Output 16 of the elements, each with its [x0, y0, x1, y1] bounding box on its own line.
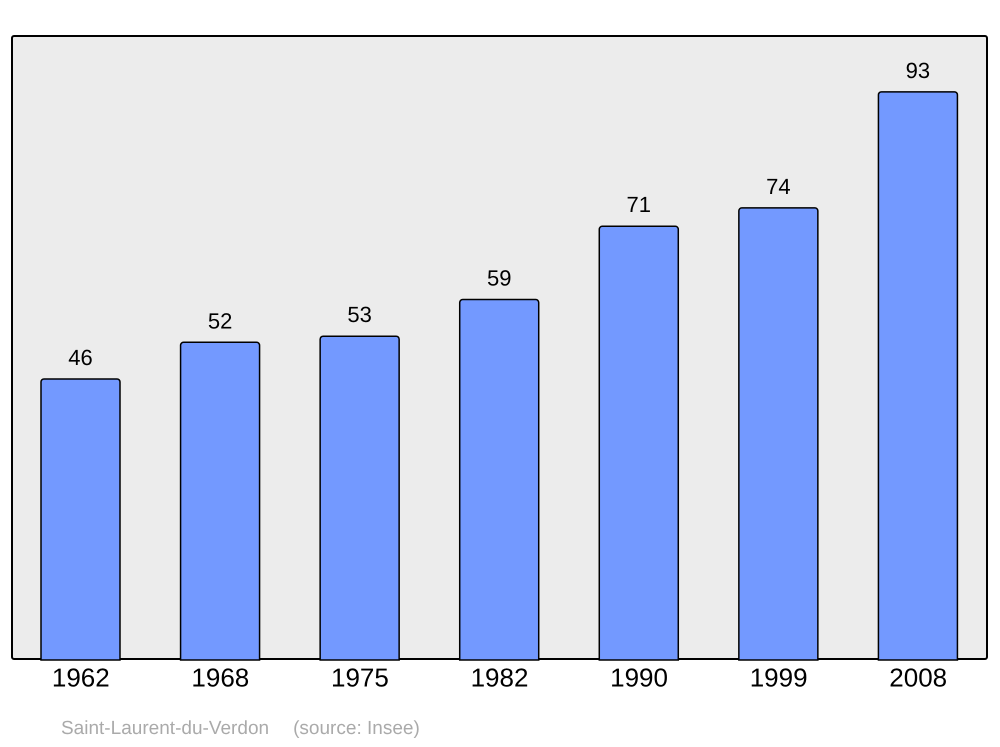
text: Saint-Laurent-du-Verdon [61, 718, 270, 740]
data-label: 59 [486, 266, 512, 291]
text: (source: Insee) [293, 718, 420, 740]
data-label: 53 [347, 302, 372, 328]
x-tick-label: 1962 [52, 662, 110, 692]
x-tick-label: 1999 [750, 662, 808, 692]
data-label: 74 [766, 174, 791, 199]
data-label: 93 [906, 58, 930, 83]
x-tick-label: 2008 [889, 662, 948, 692]
x-tick-label: 1990 [610, 662, 668, 692]
x-tick-label: 1968 [191, 662, 250, 692]
data-label: 52 [208, 308, 232, 334]
data-label: 46 [68, 344, 93, 370]
data-label: 71 [626, 192, 652, 218]
x-tick-label: 1982 [470, 662, 528, 692]
x-tick-label: 1975 [331, 662, 389, 692]
